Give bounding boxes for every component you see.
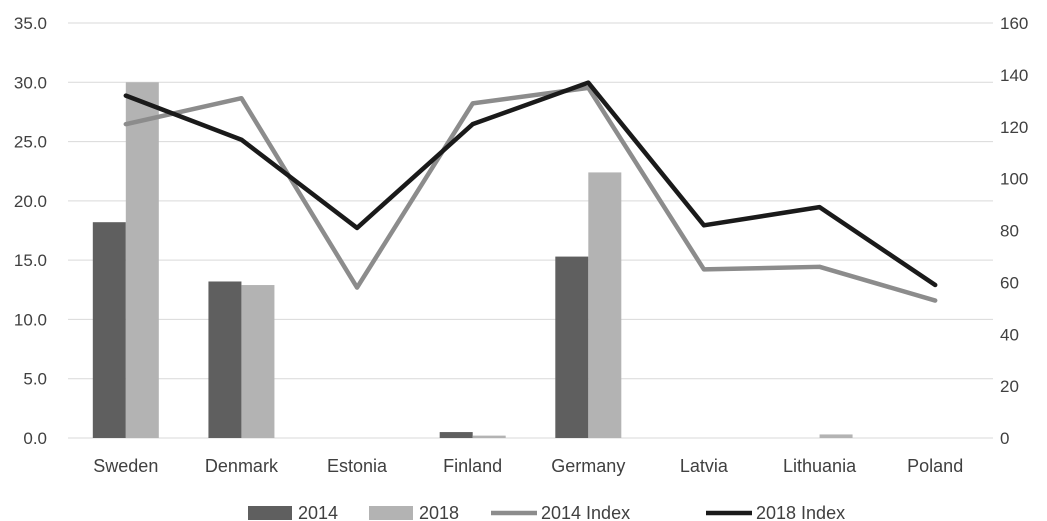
legend-label: 2018 Index <box>756 503 845 521</box>
left-tick-label: 20.0 <box>14 192 47 211</box>
category-label: Germany <box>551 456 625 476</box>
bar-2018 <box>588 172 622 438</box>
bars <box>92 82 853 439</box>
bar-2014 <box>439 432 473 438</box>
legend-swatch <box>248 506 292 520</box>
category-label: Denmark <box>205 456 279 476</box>
left-tick-label: 15.0 <box>14 251 47 270</box>
legend-swatch <box>369 506 413 520</box>
category-label: Estonia <box>327 456 388 476</box>
right-tick-label: 140 <box>1000 66 1028 85</box>
legend-label: 2014 Index <box>541 503 630 521</box>
right-tick-label: 100 <box>1000 170 1028 189</box>
left-tick-label: 0.0 <box>23 429 47 448</box>
legend-label: 2014 <box>298 503 338 521</box>
category-labels: Sweden Denmark Estonia Finland Germany Latvia… <box>93 456 963 476</box>
left-tick-label: 25.0 <box>14 133 47 152</box>
right-tick-label: 40 <box>1000 325 1019 344</box>
right-tick-label: 60 <box>1000 273 1019 292</box>
category-label: Poland <box>907 456 963 476</box>
bar-2018 <box>819 434 853 438</box>
bar-2018 <box>125 82 159 439</box>
bar-2018 <box>241 285 275 438</box>
right-tick-label: 80 <box>1000 222 1019 241</box>
category-label: Lithuania <box>783 456 857 476</box>
right-tick-label: 0 <box>1000 429 1009 448</box>
bar-2014 <box>555 256 589 438</box>
bar-2014 <box>92 222 126 438</box>
left-tick-label: 35.0 <box>14 14 47 33</box>
category-label: Sweden <box>93 456 158 476</box>
bar-2014 <box>208 281 242 438</box>
left-tick-label: 5.0 <box>23 370 47 389</box>
category-label: Finland <box>443 456 502 476</box>
legend-label: 2018 <box>419 503 459 521</box>
bar-2018 <box>472 435 506 438</box>
left-tick-label: 10.0 <box>14 310 47 329</box>
category-label: Latvia <box>680 456 729 476</box>
right-axis-ticks: 0 20 40 60 80 100 120 140 160 <box>1000 14 1028 448</box>
right-tick-label: 120 <box>1000 118 1028 137</box>
line-2014-Index <box>123 85 938 303</box>
line-2018-Index <box>123 80 938 288</box>
legend: 2014 2018 2014 Index 2018 Index <box>248 503 845 521</box>
left-axis-ticks: 0.0 5.0 10.0 15.0 20.0 25.0 30.0 35.0 <box>14 14 47 448</box>
lines <box>123 80 938 303</box>
left-tick-label: 30.0 <box>14 73 47 92</box>
right-tick-label: 160 <box>1000 14 1028 33</box>
right-tick-label: 20 <box>1000 377 1019 396</box>
